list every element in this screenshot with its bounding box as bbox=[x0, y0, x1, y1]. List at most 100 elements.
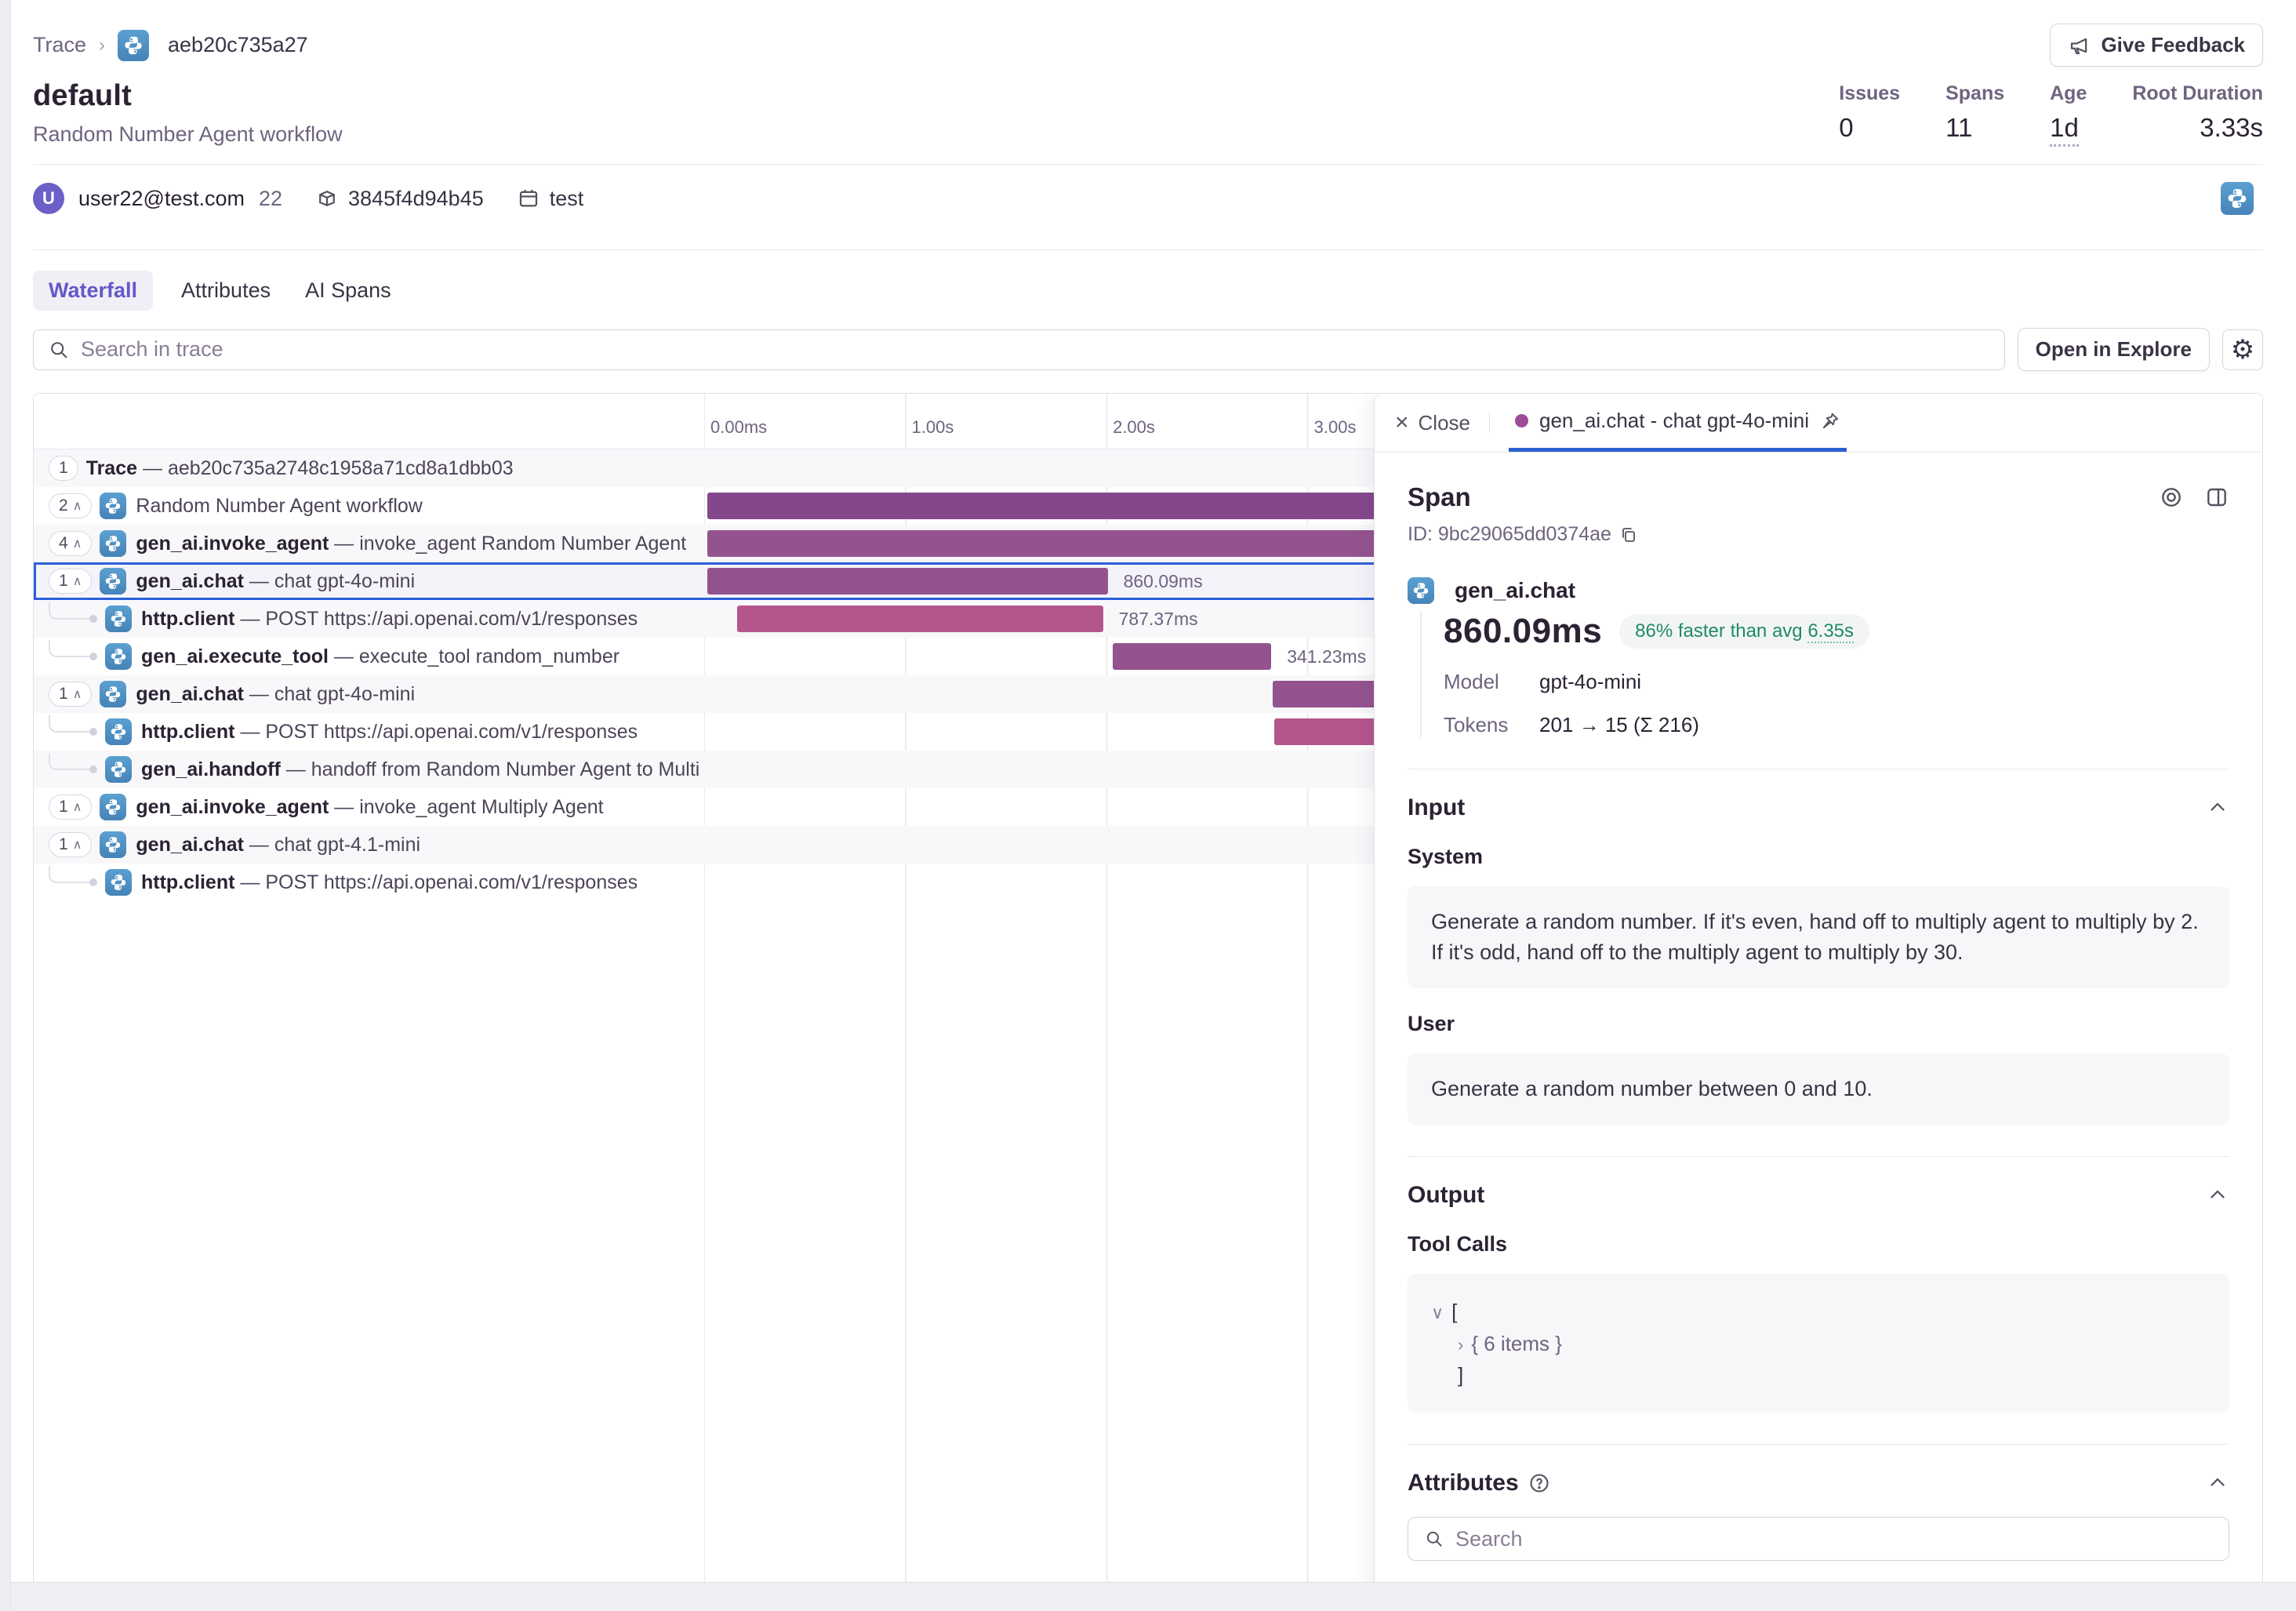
duration-bar[interactable] bbox=[707, 568, 1108, 595]
python-icon bbox=[105, 718, 132, 745]
duration-bar[interactable] bbox=[736, 605, 1103, 632]
trace-search-box[interactable] bbox=[33, 329, 2005, 370]
children-count-pill[interactable]: 1 ∧ bbox=[49, 832, 93, 857]
avg-duration-link[interactable]: 6.35s bbox=[1807, 620, 1855, 643]
collapse-chevron-icon[interactable] bbox=[2206, 796, 2229, 820]
axis-tick-label: 2.00s bbox=[1113, 417, 1155, 437]
view-tab[interactable]: Waterfall bbox=[33, 271, 154, 311]
attributes-search-box[interactable] bbox=[1408, 1517, 2229, 1562]
python-icon bbox=[100, 493, 127, 519]
span-label: http.client — POST https://api.openai.co… bbox=[141, 720, 638, 743]
gear-icon: ⚙ bbox=[2230, 334, 2255, 365]
python-icon bbox=[105, 869, 132, 896]
span-duration-cell[interactable]: 341.23ms bbox=[704, 638, 2262, 675]
span-label: gen_ai.invoke_agent — invoke_agent Rando… bbox=[136, 532, 687, 555]
chevron-right-icon: › bbox=[99, 34, 106, 56]
span-detail-tab[interactable]: gen_ai.chat - chat gpt-4o-mini bbox=[1509, 394, 1847, 452]
view-tabs: Waterfall Attributes AI Spans bbox=[33, 271, 2263, 311]
environment-meta[interactable]: test bbox=[517, 187, 583, 211]
layout-panel-icon[interactable] bbox=[2204, 485, 2229, 510]
collapse-chevron-icon[interactable] bbox=[2206, 1471, 2229, 1495]
axis-tick-label: 0.00ms bbox=[710, 417, 768, 437]
avatar: U bbox=[33, 183, 64, 214]
children-count-pill[interactable]: 4 ∧ bbox=[49, 531, 93, 556]
page-title: default bbox=[33, 79, 132, 112]
chevron-up-icon: ∧ bbox=[72, 688, 82, 701]
children-count-pill[interactable]: 1 ∧ bbox=[49, 569, 93, 594]
stat-item: Root Duration 3.33s bbox=[2132, 82, 2263, 142]
trace-stats: Issues 0 Spans 11 Age 1d Root Duration 3… bbox=[1839, 82, 2263, 147]
settings-button[interactable]: ⚙ bbox=[2222, 329, 2263, 370]
breadcrumb-trace-link[interactable]: Trace bbox=[33, 33, 87, 56]
span-duration-cell[interactable]: 860.09ms bbox=[704, 562, 2262, 600]
time-axis: 0.00ms 1.00s 2.00s 3.00s bbox=[704, 394, 1377, 449]
children-count-pill[interactable]: 2 ∧ bbox=[49, 493, 93, 518]
close-panel-button[interactable]: × Close bbox=[1395, 409, 1471, 435]
duration-bar[interactable] bbox=[1112, 643, 1272, 670]
chevron-up-icon: ∧ bbox=[72, 500, 82, 513]
span-label: gen_ai.chat — chat gpt-4o-mini bbox=[136, 569, 416, 592]
input-section-heading: Input bbox=[1408, 795, 1466, 820]
children-count-pill[interactable]: 1 ∧ bbox=[49, 682, 93, 707]
user-email[interactable]: user22@test.com bbox=[78, 186, 245, 210]
system-label: System bbox=[1408, 845, 1484, 868]
waterfall-container: 0.00ms 1.00s 2.00s 3.00s 1 ∧ bbox=[33, 393, 2263, 1609]
axis-tick-label: 3.00s bbox=[1313, 417, 1357, 437]
span-duration-cell[interactable]: 787.37ms bbox=[704, 600, 2262, 638]
span-detail-panel: × Close gen_ai.chat - chat gpt-4o-mini S… bbox=[1374, 394, 2262, 1608]
python-icon bbox=[100, 794, 127, 820]
system-prompt-text: Generate a random number. If it's even, … bbox=[1408, 886, 2229, 989]
tree-leaf-dot bbox=[89, 615, 97, 623]
package-icon bbox=[319, 191, 335, 206]
page-subtitle: Random Number Agent workflow bbox=[33, 122, 343, 146]
python-icon bbox=[105, 605, 132, 632]
attributes-search-input[interactable] bbox=[1455, 1526, 2213, 1551]
view-tab[interactable]: Attributes bbox=[181, 278, 271, 302]
tree-connector bbox=[49, 866, 89, 883]
span-label: Random Number Agent workflow bbox=[136, 494, 423, 517]
detail-tab-bar: × Close gen_ai.chat - chat gpt-4o-mini bbox=[1375, 394, 2262, 453]
duration-label: 341.23ms bbox=[1287, 645, 1367, 667]
collapsed-object[interactable]: { 6 items } bbox=[1471, 1331, 1562, 1355]
collapse-chevron-icon[interactable] bbox=[2206, 1184, 2229, 1207]
focus-target-icon[interactable] bbox=[2159, 485, 2184, 510]
span-row[interactable]: ∧ gen_ai.execute_tool — execute_tool ran… bbox=[34, 638, 2262, 675]
pin-icon[interactable] bbox=[1820, 411, 1840, 431]
stat-item: Age 1d bbox=[2050, 82, 2087, 147]
trace-search-input[interactable] bbox=[81, 337, 1990, 362]
search-icon bbox=[51, 341, 67, 358]
search-icon bbox=[1426, 1532, 1442, 1547]
release-meta[interactable]: 3845f4d94b45 bbox=[315, 187, 484, 211]
axis-tick-label: 1.00s bbox=[911, 417, 954, 437]
span-label: gen_ai.handoff — handoff from Random Num… bbox=[141, 758, 699, 780]
user-prompt-text: Generate a random number between 0 and 1… bbox=[1408, 1053, 2229, 1126]
help-icon[interactable] bbox=[1528, 1472, 1550, 1494]
tree-leaf-dot bbox=[89, 728, 97, 736]
breadcrumb-trace-id: aeb20c735a27 bbox=[118, 29, 308, 61]
open-in-explore-button[interactable]: Open in Explore bbox=[2017, 328, 2210, 371]
stat-item: Spans 11 bbox=[1945, 82, 2005, 142]
panel-heading: Span bbox=[1408, 482, 1471, 511]
chevron-up-icon: ∧ bbox=[72, 801, 82, 814]
span-id: ID: 9bc29065dd0374ae bbox=[1408, 523, 2229, 546]
span-label: gen_ai.invoke_agent — invoke_agent Multi… bbox=[136, 795, 604, 818]
page-bottom-strip bbox=[0, 1582, 2296, 1611]
span-label: http.client — POST https://api.openai.co… bbox=[141, 871, 638, 893]
chevron-up-icon: ∧ bbox=[72, 575, 82, 588]
copy-icon[interactable] bbox=[1619, 525, 1638, 544]
tree-leaf-dot bbox=[89, 765, 97, 773]
give-feedback-button[interactable]: Give Feedback bbox=[2050, 24, 2263, 67]
python-icon bbox=[1408, 577, 1434, 604]
children-count-pill[interactable]: 1 ∧ bbox=[49, 795, 93, 820]
megaphone-icon bbox=[2071, 38, 2087, 54]
view-tab[interactable]: AI Spans bbox=[305, 278, 391, 302]
span-label: gen_ai.chat — chat gpt-4.1-mini bbox=[136, 833, 421, 856]
span-op-row: gen_ai.chat bbox=[1408, 577, 2229, 604]
user-label: User bbox=[1408, 1012, 1455, 1036]
tree-leaf-dot bbox=[89, 878, 97, 886]
children-count-pill[interactable]: 1 ∧ bbox=[49, 456, 78, 481]
caret-down-icon[interactable]: ∨ bbox=[1431, 1303, 1444, 1323]
caret-right-icon[interactable]: › bbox=[1458, 1334, 1464, 1355]
chevron-up-icon: ∧ bbox=[72, 838, 82, 852]
span-color-dot bbox=[1515, 414, 1529, 427]
